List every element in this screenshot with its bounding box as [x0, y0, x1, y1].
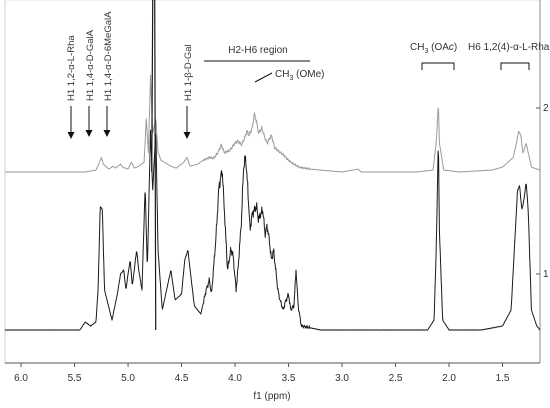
ome-leader-line — [254, 72, 273, 83]
annotation-mgala-label: H1 1,4-α-D-6MeGalA — [103, 11, 114, 101]
oac-bracket — [421, 62, 455, 70]
x-axis-label: f1 (ppm) — [253, 391, 290, 402]
annotation-h2h6-label: H2-H6 region — [228, 45, 287, 56]
oac-sub: 3 — [424, 48, 428, 55]
x-tick-label: 3.0 — [335, 373, 349, 384]
x-tick-label: 4.0 — [228, 373, 242, 384]
x-tick-label: 5.0 — [121, 373, 135, 384]
annotation-rha-label: H1 1,2-α-L-Rha — [66, 35, 77, 101]
annotation-gala: H1 1,4-α-D-GalA — [85, 29, 96, 137]
oac-rest-b: c — [449, 42, 454, 53]
arrow-gal-head — [183, 132, 191, 139]
ome-ch: CH — [275, 69, 289, 80]
annotation-ome: CH3 (OMe) — [254, 69, 324, 83]
x-tick-label: 4.5 — [175, 373, 189, 384]
annotation-rha: H1 1,2-α-L-Rha — [66, 35, 77, 139]
x-tick-label: 1.5 — [496, 373, 510, 384]
right-axis-tick-1: 1 — [536, 269, 549, 280]
spectrum-2-line — [4, 74, 541, 173]
annotation-ome-label: CH3 (OMe) — [275, 69, 324, 82]
right-axis-tick-label-2: 2 — [543, 103, 549, 114]
x-axis-ticks: 6.0 5.5 5.0 4.5 4.0 3.5 3.0 2.5 2.0 1.5 — [14, 363, 510, 384]
right-axis-tick-2: 2 — [536, 103, 549, 114]
arrow-mgala-head — [103, 130, 111, 137]
arrow-gala-head — [85, 130, 93, 137]
series-layer — [4, 0, 541, 331]
rha-h6-bracket — [500, 62, 530, 70]
oac-ch: CH — [410, 42, 424, 53]
annotation-gala-label: H1 1,4-α-D-GalA — [85, 29, 96, 101]
annotation-gal: H1 1-β-D-Gal — [183, 44, 194, 139]
x-tick-label: 6.0 — [14, 373, 28, 384]
oac-rest-c: ) — [454, 42, 457, 53]
annotation-rha-h6-label: H6 1,2(4)-α-L-Rha — [468, 42, 550, 53]
x-tick-label: 3.5 — [282, 373, 296, 384]
ome-rest: (OMe) — [293, 69, 324, 80]
oac-rest-a: (OA — [428, 42, 449, 53]
annotation-gal-label: H1 1-β-D-Gal — [183, 44, 194, 101]
ome-sub: 3 — [289, 75, 293, 82]
arrow-rha-head — [67, 132, 75, 139]
solvent-peak — [151, 0, 157, 331]
spectrum-1-line — [4, 129, 541, 331]
annotation-rha-h6: H6 1,2(4)-α-L-Rha — [468, 42, 550, 70]
annotation-oac-label: CH3 (OAc) — [410, 42, 457, 55]
x-tick-label: 2.5 — [389, 373, 403, 384]
x-tick-label: 2.0 — [442, 373, 456, 384]
x-tick-label: 5.5 — [68, 373, 82, 384]
annotation-h2h6: H2-H6 region — [204, 45, 310, 62]
right-axis-tick-label-1: 1 — [543, 269, 549, 280]
annotation-mgala: H1 1,4-α-D-6MeGalA — [103, 11, 114, 137]
annotation-oac: CH3 (OAc) — [410, 42, 457, 70]
